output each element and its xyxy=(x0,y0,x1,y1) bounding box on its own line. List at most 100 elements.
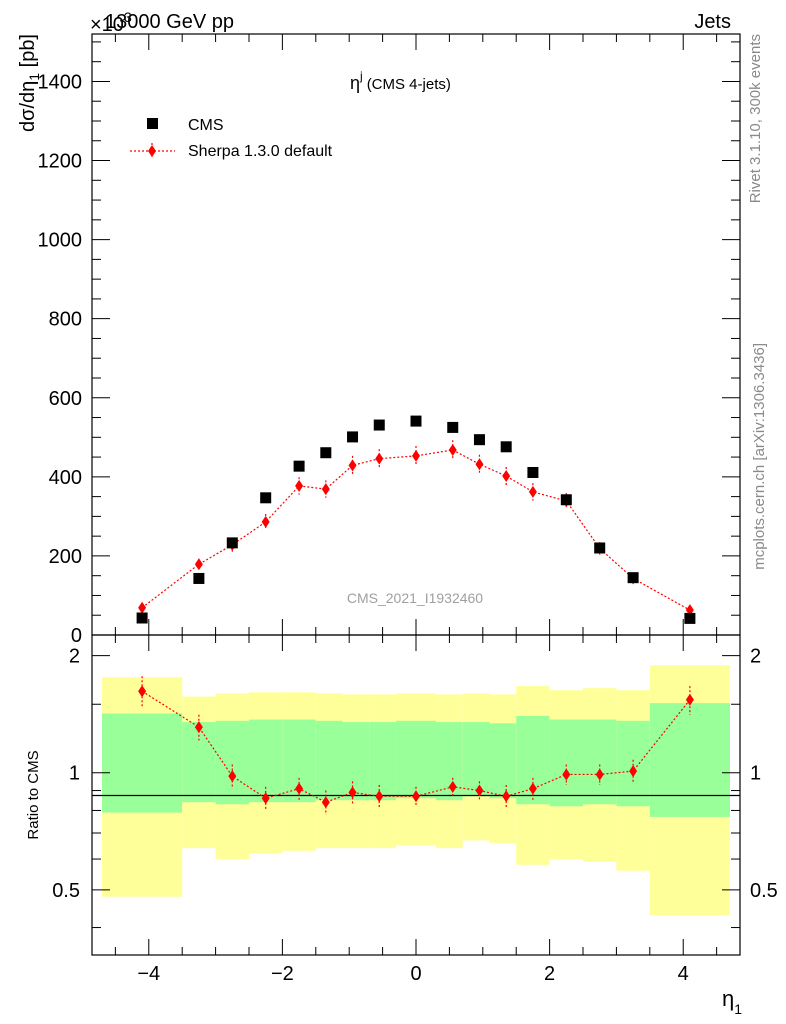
data-point xyxy=(560,494,572,506)
main-y-tick-labels: 0 200 400 600 800 1000 1200 1400 xyxy=(38,71,83,647)
x-tick-label: 2 xyxy=(544,963,555,985)
data-point xyxy=(473,434,485,446)
ratio-band-inner xyxy=(342,722,370,801)
ratio-point xyxy=(375,790,384,803)
ratio-point xyxy=(629,765,638,778)
main-y-tick-label: 0 xyxy=(71,625,82,647)
ratio-band-inner xyxy=(102,713,183,813)
mc-point xyxy=(528,485,537,498)
ratio-band-inner xyxy=(369,722,396,801)
mc-line xyxy=(141,449,691,611)
ratio-y-tick-label-right: 1 xyxy=(750,763,761,785)
ratio-point xyxy=(138,685,147,698)
data-point xyxy=(320,447,332,459)
ratio-band-inner xyxy=(583,719,617,805)
ratio-y-axis-title: Ratio to CMS xyxy=(25,750,42,839)
ratio-y-tick-labels: 0.5 0.5 1 1 2 2 xyxy=(52,646,778,902)
data-point xyxy=(193,572,205,584)
ratio-y-tick-label-left: 0.5 xyxy=(52,880,80,902)
mc-point xyxy=(348,459,357,472)
data-point xyxy=(293,460,305,472)
data-point xyxy=(527,466,539,478)
mc-point xyxy=(448,443,457,456)
ratio-point xyxy=(502,790,511,803)
data-point xyxy=(627,572,639,584)
legend-mc-marker xyxy=(148,145,156,157)
main-y-tick-label: 400 xyxy=(49,467,82,489)
ratio-y-tick-label-left: 1 xyxy=(69,763,80,785)
ratio-band-inner xyxy=(436,722,463,801)
ratio-point xyxy=(228,770,237,783)
data-point xyxy=(410,415,422,427)
ratio-axis-ticks xyxy=(92,635,740,955)
x-tick-labels: −4 −2 0 2 4 xyxy=(137,963,688,985)
mc-point xyxy=(412,449,420,462)
main-y-tick-label: 1200 xyxy=(38,151,83,173)
ratio-point xyxy=(194,721,203,734)
ratio-point xyxy=(261,792,270,805)
mc-point xyxy=(295,479,304,492)
ratio-line xyxy=(141,690,691,803)
multiplier-label: ×103 xyxy=(90,9,132,36)
data-point xyxy=(684,612,696,624)
main-y-tick-label: 1400 xyxy=(38,71,83,93)
ratio-y-tick-label-left: 2 xyxy=(69,646,80,668)
ratio-y-tick-label-right: 0.5 xyxy=(750,880,778,902)
legend-data-marker xyxy=(147,118,158,129)
x-tick-label: −4 xyxy=(137,963,160,985)
plot-title: ηj (CMS 4-jets) xyxy=(350,69,451,93)
ratio-point xyxy=(448,780,457,793)
data-point xyxy=(373,419,385,431)
legend-mc-label: Sherpa 1.3.0 default xyxy=(188,143,333,160)
main-y-tick-label: 600 xyxy=(49,388,82,410)
data-point xyxy=(347,431,359,443)
ratio-point xyxy=(562,768,571,781)
rivet-label: Rivet 3.1.10, 300k events xyxy=(747,34,764,203)
data-point xyxy=(447,421,459,433)
main-y-tick-label: 1000 xyxy=(38,230,83,252)
ratio-point xyxy=(595,768,604,781)
energy-label: 13000 GeV pp xyxy=(105,11,234,33)
ratio-uncertainty-bands xyxy=(102,665,730,916)
ratio-band-inner xyxy=(649,703,730,817)
ratio-band-inner xyxy=(489,723,517,799)
legend-data-label: CMS xyxy=(188,117,224,134)
main-axis-ticks xyxy=(92,34,740,636)
mc-point xyxy=(138,601,147,614)
ratio-point xyxy=(685,693,694,706)
ratio-band-inner xyxy=(549,719,584,807)
ratio-band-inner xyxy=(215,720,249,805)
ratio-band-inner xyxy=(462,722,490,797)
main-y-tick-label: 200 xyxy=(49,546,82,568)
data-point xyxy=(226,537,238,549)
main-points xyxy=(136,415,696,624)
data-point xyxy=(260,492,272,504)
data-point xyxy=(136,612,148,624)
mc-point xyxy=(475,458,484,471)
ratio-point xyxy=(295,782,304,795)
x-tick-label: 4 xyxy=(678,963,689,985)
ratio-points xyxy=(138,676,694,815)
mc-point xyxy=(375,452,384,465)
mc-point xyxy=(194,558,203,571)
mc-point xyxy=(502,470,511,483)
main-y-axis-title: dσ/dη1 [pb] xyxy=(17,34,42,132)
ratio-band-inner xyxy=(315,720,343,801)
ratio-y-tick-label-right: 2 xyxy=(750,646,761,668)
mcplots-label: mcplots.cern.ch [arXiv:1306.3436] xyxy=(751,343,768,570)
x-tick-label: −2 xyxy=(271,963,294,985)
x-tick-label: 0 xyxy=(410,963,421,985)
process-label: Jets xyxy=(694,11,731,33)
mc-point xyxy=(321,483,330,496)
main-y-tick-label: 800 xyxy=(49,309,82,331)
ratio-band-inner xyxy=(182,722,216,803)
ratio-point xyxy=(412,790,420,803)
ratio-point xyxy=(348,786,357,799)
x-axis-title: η1 xyxy=(722,986,742,1017)
data-point xyxy=(500,441,512,453)
data-point xyxy=(594,542,606,554)
ratio-point xyxy=(321,796,330,809)
ratio-point xyxy=(475,784,484,797)
ratio-point xyxy=(528,782,537,795)
